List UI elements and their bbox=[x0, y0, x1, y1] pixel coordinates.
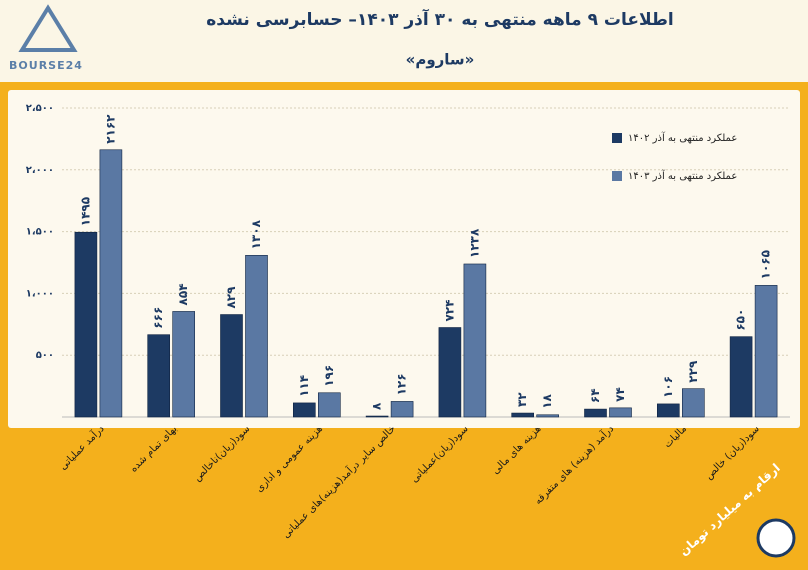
plot-panel bbox=[8, 90, 800, 428]
value-label: ۱۲۳۸ bbox=[467, 228, 481, 258]
bar bbox=[584, 408, 607, 418]
value-label: ۷۴ bbox=[613, 387, 627, 402]
y-tick-label: ۱،۰۰۰ bbox=[26, 288, 54, 299]
logo-text: BOURSE24 bbox=[9, 59, 83, 72]
bar bbox=[463, 263, 487, 418]
value-label: ۸ bbox=[370, 402, 384, 410]
bar bbox=[172, 311, 195, 418]
bar bbox=[365, 415, 389, 418]
y-tick-label: ۲،۵۰۰ bbox=[26, 103, 54, 114]
value-label: ۱۲۶ bbox=[395, 373, 409, 395]
value-label: ۷۲۴ bbox=[442, 300, 456, 322]
bar bbox=[74, 231, 98, 418]
value-label: ۸۲۹ bbox=[224, 286, 238, 309]
value-label: ۲۱۶۲ bbox=[103, 114, 117, 144]
bar bbox=[317, 392, 341, 418]
y-tick-label: ۲،۰۰۰ bbox=[26, 165, 54, 176]
bar bbox=[147, 334, 170, 418]
bar bbox=[609, 407, 632, 418]
value-label: ۱۳۰۸ bbox=[249, 219, 263, 249]
value-label: ۱۸ bbox=[540, 393, 554, 408]
legend-label: عملکرد منتهی به آذر ۱۴۰۳ bbox=[628, 169, 737, 182]
value-label: ۳۲ bbox=[515, 392, 529, 407]
bar bbox=[681, 388, 705, 418]
value-label: ۱۹۶ bbox=[322, 365, 336, 387]
bar bbox=[220, 314, 243, 418]
logo-mark bbox=[18, 4, 78, 52]
value-label: ۱۰۶ bbox=[661, 376, 675, 398]
y-tick-label: ۱،۵۰۰ bbox=[26, 227, 54, 238]
legend-label: عملکرد منتهی به آذر ۱۴۰۲ bbox=[628, 131, 737, 144]
value-label: ۲۲۹ bbox=[686, 360, 700, 383]
bar bbox=[754, 285, 778, 418]
note-icon bbox=[756, 518, 796, 558]
legend-swatch bbox=[612, 171, 622, 181]
bar bbox=[536, 414, 560, 418]
value-label: ۶۵۰ bbox=[734, 309, 748, 331]
bar bbox=[656, 403, 680, 418]
value-label: ۱۰۶۵ bbox=[759, 250, 773, 279]
bar bbox=[511, 412, 535, 418]
bar bbox=[438, 327, 462, 418]
header-band bbox=[0, 0, 808, 82]
bar bbox=[390, 401, 414, 418]
bar bbox=[729, 336, 753, 418]
y-tick-label: ۵۰۰ bbox=[36, 350, 54, 361]
value-label: ۶۴ bbox=[588, 388, 602, 403]
bar bbox=[99, 149, 123, 418]
value-label: ۱۴۹۵ bbox=[78, 197, 92, 226]
bar bbox=[245, 255, 268, 418]
chart-subtitle: «ساروم» bbox=[406, 51, 475, 69]
bar bbox=[292, 402, 316, 418]
value-label: ۱۱۴ bbox=[297, 375, 311, 397]
legend-swatch bbox=[612, 133, 622, 143]
chart-title: اطلاعات ۹ ماهه منتهی به ۳۰ آذر ۱۴۰۳– حسا… bbox=[206, 8, 674, 30]
value-label: ۸۵۴ bbox=[176, 283, 190, 305]
value-label: ۶۶۶ bbox=[151, 307, 165, 329]
